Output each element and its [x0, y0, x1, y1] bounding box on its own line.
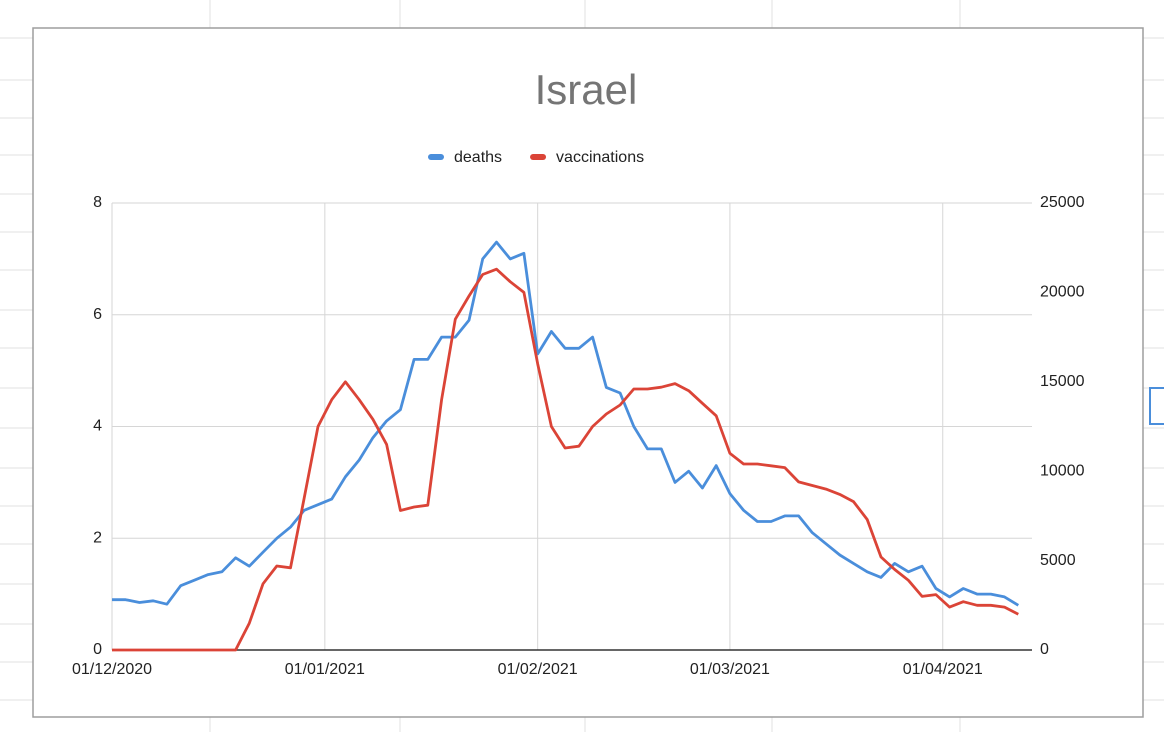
legend-swatch — [428, 154, 444, 160]
y2-tick-label: 20000 — [1040, 284, 1085, 301]
series-line — [112, 267, 1019, 652]
y2-tick-label: 10000 — [1040, 462, 1085, 479]
x-tick-label: 01/02/2021 — [498, 661, 578, 678]
y-tick-label: 6 — [93, 306, 102, 323]
selection-handle — [1149, 387, 1164, 425]
x-tick-label: 01/01/2021 — [285, 661, 365, 678]
legend-label: deaths — [454, 149, 502, 166]
chart-frame — [32, 27, 1144, 718]
x-tick-label: 01/04/2021 — [903, 661, 983, 678]
legend-label: vaccinations — [556, 149, 644, 166]
chart-title: Israel — [535, 66, 638, 113]
y-tick-label: 4 — [93, 418, 102, 435]
y2-tick-label: 15000 — [1040, 373, 1085, 390]
series-line — [112, 240, 1020, 607]
y2-tick-label: 0 — [1040, 641, 1049, 658]
y-tick-label: 2 — [93, 529, 102, 546]
x-tick-label: 01/12/2020 — [72, 661, 152, 678]
legend-swatch — [530, 154, 547, 160]
x-tick-label: 01/03/2021 — [690, 661, 770, 678]
y2-tick-label: 25000 — [1040, 194, 1085, 211]
y2-tick-label: 5000 — [1040, 552, 1076, 569]
y-tick-label: 0 — [93, 641, 102, 658]
y-tick-label: 8 — [93, 194, 102, 211]
